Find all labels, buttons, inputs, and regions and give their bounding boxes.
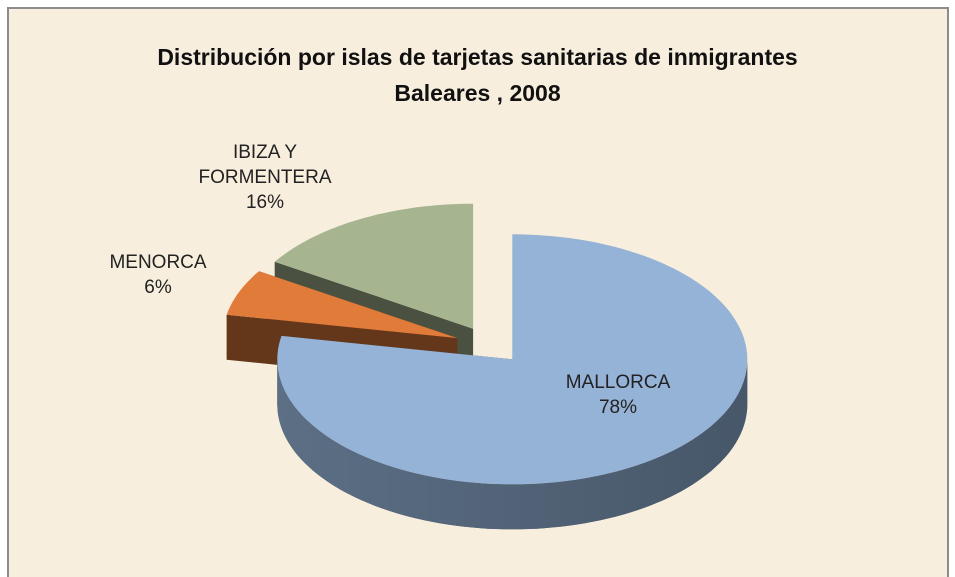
chart-subtitle: Baleares , 2008 — [394, 80, 561, 106]
category-label: MALLORCA — [565, 372, 671, 393]
slice — [274, 203, 474, 329]
chart-title: Distribución por islas de tarjetas sanit… — [157, 44, 798, 70]
slice-side — [277, 359, 748, 530]
slice — [277, 234, 748, 485]
value-label: 78% — [598, 397, 638, 418]
value-label: 6% — [144, 277, 172, 298]
data-label: IBIZA Y FORMENTERA 16% — [190, 140, 340, 215]
category-label: IBIZA Y FORMENTERA — [198, 142, 332, 188]
data-label: MALLORCA 78% — [533, 370, 703, 420]
category-label: MENORCA — [109, 252, 207, 273]
slice — [226, 271, 458, 339]
data-label: MENORCA 6% — [93, 250, 223, 300]
value-label: 16% — [245, 192, 285, 213]
